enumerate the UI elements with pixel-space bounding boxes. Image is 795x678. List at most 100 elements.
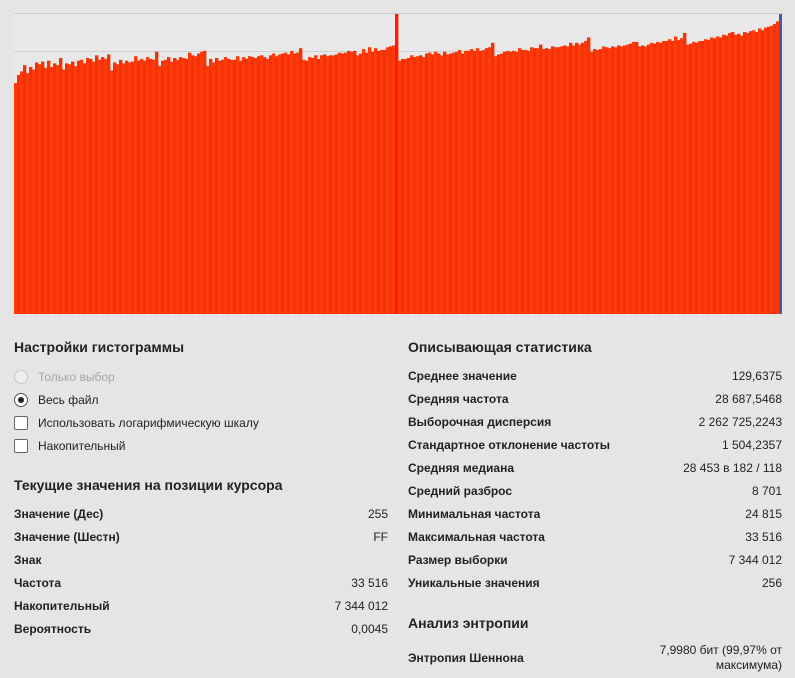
histogram-bar[interactable] xyxy=(464,50,468,314)
histogram-bar[interactable] xyxy=(263,57,267,314)
histogram-bar[interactable] xyxy=(740,35,744,314)
histogram-bar[interactable] xyxy=(356,55,360,314)
histogram-bar[interactable] xyxy=(635,41,639,314)
histogram-bar[interactable] xyxy=(89,58,93,314)
histogram-bar[interactable] xyxy=(572,45,576,314)
histogram-bar[interactable] xyxy=(776,21,780,314)
histogram-bar[interactable] xyxy=(65,63,69,314)
histogram-bar[interactable] xyxy=(683,32,687,314)
histogram-bar[interactable] xyxy=(494,56,498,314)
histogram-bar[interactable] xyxy=(200,51,204,314)
histogram-bar[interactable] xyxy=(716,36,720,314)
histogram-bar[interactable] xyxy=(119,59,123,314)
histogram-bar[interactable] xyxy=(518,48,522,314)
histogram-bar[interactable] xyxy=(653,43,657,314)
histogram-bar[interactable] xyxy=(581,42,585,314)
histogram-bar[interactable] xyxy=(332,55,336,314)
histogram-bar[interactable] xyxy=(341,53,345,314)
histogram-bar[interactable] xyxy=(194,56,198,314)
histogram-bar[interactable] xyxy=(734,34,738,314)
histogram-bar[interactable] xyxy=(215,58,219,314)
histogram-bar[interactable] xyxy=(317,58,321,314)
histogram-bar[interactable] xyxy=(392,45,396,314)
histogram-bar[interactable] xyxy=(473,50,477,314)
histogram-bar[interactable] xyxy=(515,51,519,314)
histogram-bar[interactable] xyxy=(440,55,444,314)
histogram-bar[interactable] xyxy=(401,58,405,314)
histogram-bar[interactable] xyxy=(530,47,534,314)
histogram-bar[interactable] xyxy=(179,57,183,314)
histogram-bar[interactable] xyxy=(20,71,24,314)
histogram-bar[interactable] xyxy=(56,65,60,314)
histogram-bar[interactable] xyxy=(347,50,351,314)
histogram-bar[interactable] xyxy=(155,51,159,314)
histogram-bar[interactable] xyxy=(86,58,90,314)
histogram-bar[interactable] xyxy=(551,46,555,314)
histogram-bar[interactable] xyxy=(719,37,723,314)
histogram-bar[interactable] xyxy=(104,58,108,314)
histogram-bar[interactable] xyxy=(584,41,588,314)
histogram-bar[interactable] xyxy=(110,70,114,314)
histogram-bar[interactable] xyxy=(245,58,249,314)
histogram-bar[interactable] xyxy=(71,61,75,314)
histogram-bar[interactable] xyxy=(365,52,369,314)
histogram-bar[interactable] xyxy=(296,52,300,314)
histogram-bar[interactable] xyxy=(431,54,435,314)
histogram-bar[interactable] xyxy=(275,56,279,314)
histogram-bar[interactable] xyxy=(152,59,156,314)
histogram-bar[interactable] xyxy=(314,55,318,314)
histogram-bar[interactable] xyxy=(470,49,474,314)
histogram-bar[interactable] xyxy=(278,54,282,314)
histogram-bar[interactable] xyxy=(26,73,30,314)
histogram-bar[interactable] xyxy=(626,44,630,314)
histogram-bar[interactable] xyxy=(560,46,564,314)
histogram-bar[interactable] xyxy=(359,53,363,314)
histogram-bar[interactable] xyxy=(647,44,651,314)
histogram-bar[interactable] xyxy=(596,49,600,314)
histogram-bar[interactable] xyxy=(218,60,222,314)
histogram-bar[interactable] xyxy=(644,46,648,314)
histogram-bar[interactable] xyxy=(689,43,693,314)
histogram-bar[interactable] xyxy=(704,39,708,314)
histogram-bar[interactable] xyxy=(203,50,207,314)
histogram-bar[interactable] xyxy=(545,48,549,314)
histogram-bar[interactable] xyxy=(53,63,57,314)
histogram-bar[interactable] xyxy=(620,46,624,314)
histogram-bar[interactable] xyxy=(641,45,645,314)
histogram-bar[interactable] xyxy=(662,41,666,314)
histogram-bar[interactable] xyxy=(413,57,417,314)
histogram-bar[interactable] xyxy=(233,59,237,314)
histogram-bar[interactable] xyxy=(257,56,261,314)
histogram-bar[interactable] xyxy=(320,55,324,314)
histogram-bar[interactable] xyxy=(461,53,465,314)
histogram-bar[interactable] xyxy=(209,58,213,314)
histogram-bar[interactable] xyxy=(650,42,654,314)
histogram-bar[interactable] xyxy=(605,47,609,314)
histogram-bar[interactable] xyxy=(128,62,132,314)
histogram-bar[interactable] xyxy=(224,57,228,314)
histogram-bar[interactable] xyxy=(125,60,129,314)
histogram-bar[interactable] xyxy=(299,48,303,314)
histogram-bar[interactable] xyxy=(425,53,429,314)
histogram-bar[interactable] xyxy=(632,41,636,314)
histogram-bar[interactable] xyxy=(659,42,663,314)
histogram-bar[interactable] xyxy=(17,75,21,314)
histogram-bar[interactable] xyxy=(116,64,120,314)
histogram-bar[interactable] xyxy=(527,50,531,314)
histogram-bar[interactable] xyxy=(380,49,384,314)
histogram-bar[interactable] xyxy=(260,55,264,314)
histogram-bar[interactable] xyxy=(698,41,702,314)
histogram-bar[interactable] xyxy=(206,66,210,314)
histogram-bar[interactable] xyxy=(185,58,189,314)
histogram-bar[interactable] xyxy=(482,49,486,314)
histogram-bar[interactable] xyxy=(449,53,453,314)
histogram-bar[interactable] xyxy=(23,65,27,314)
histogram-bar[interactable] xyxy=(32,69,36,314)
histogram-bar[interactable] xyxy=(335,54,339,314)
histogram-bar[interactable] xyxy=(221,59,225,314)
histogram-bar[interactable] xyxy=(416,56,420,314)
histogram-bar[interactable] xyxy=(455,51,459,314)
histogram-bar[interactable] xyxy=(158,66,162,314)
histogram-bar[interactable] xyxy=(371,51,375,314)
histogram-bar[interactable] xyxy=(599,49,603,314)
